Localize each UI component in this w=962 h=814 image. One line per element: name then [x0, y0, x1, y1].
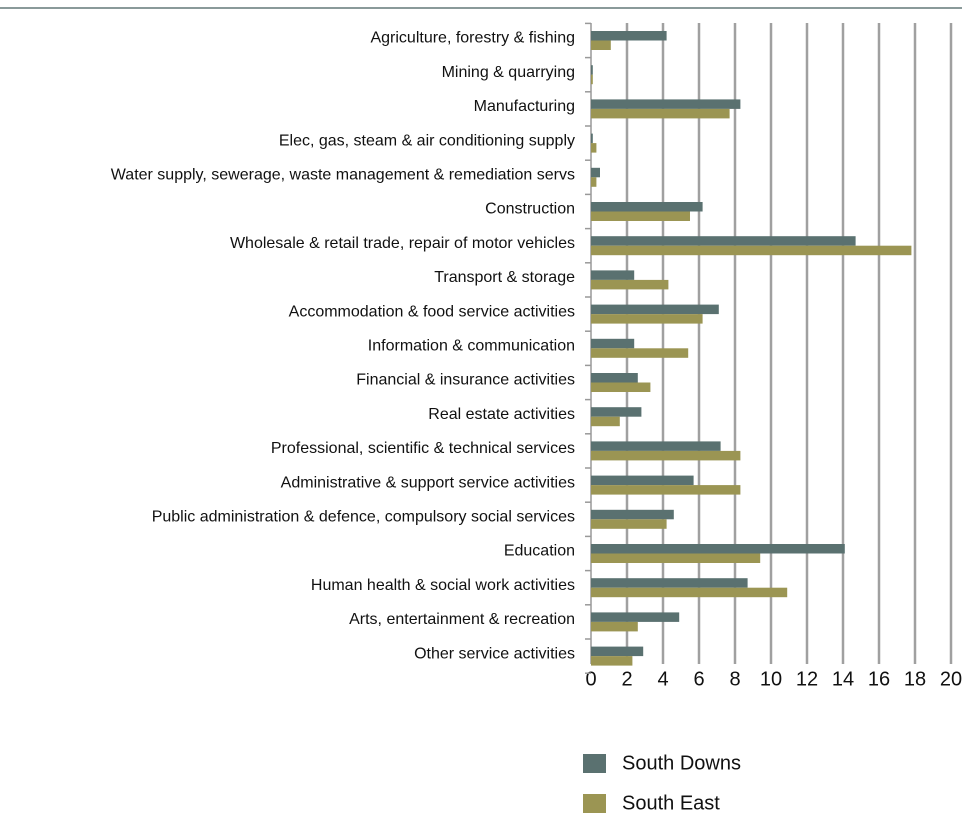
bar — [591, 143, 597, 153]
legend-swatch — [583, 794, 606, 813]
legend-label: South Downs — [622, 752, 741, 774]
category-label: Accommodation & food service activities — [289, 303, 575, 320]
category-label: Real estate activities — [428, 406, 575, 423]
bar — [591, 612, 680, 622]
category-label: Professional, scientific & technical ser… — [271, 440, 575, 457]
bar — [591, 99, 741, 109]
bar — [591, 373, 638, 383]
bar — [591, 338, 635, 349]
x-tick-label: 12 — [796, 668, 818, 690]
bar — [591, 544, 845, 554]
bar — [591, 314, 703, 324]
category-label: Wholesale & retail trade, repair of moto… — [230, 235, 575, 252]
bar — [591, 656, 633, 666]
bar — [591, 348, 689, 358]
category-label: Administrative & support service activit… — [281, 474, 575, 491]
x-tick-label: 2 — [621, 668, 632, 690]
bar — [591, 304, 719, 315]
bar — [591, 416, 620, 427]
bar — [591, 475, 694, 486]
bar — [591, 270, 635, 280]
bar — [591, 621, 638, 632]
bar — [591, 646, 644, 657]
bar — [591, 245, 912, 256]
legend-label: South East — [622, 792, 720, 814]
category-label: Human health & social work activities — [311, 577, 575, 594]
category-label: Education — [504, 543, 575, 560]
bar — [591, 133, 593, 144]
bar — [591, 509, 674, 520]
bar — [591, 177, 597, 187]
bar — [591, 553, 761, 563]
bar — [591, 519, 667, 529]
category-label: Mining & quarrying — [442, 64, 575, 81]
category-label: Construction — [485, 201, 575, 218]
bar — [591, 236, 856, 246]
bar — [591, 578, 748, 588]
category-label: Manufacturing — [474, 98, 575, 115]
bar — [591, 382, 651, 392]
bar — [591, 587, 788, 598]
category-label: Elec, gas, steam & air conditioning supp… — [279, 132, 575, 149]
bar — [591, 450, 741, 461]
bar — [591, 31, 667, 41]
bar — [591, 65, 593, 75]
bar — [591, 485, 741, 495]
x-tick-label: 8 — [729, 668, 740, 690]
category-label: Transport & storage — [434, 269, 575, 286]
category-label: Information & communication — [368, 338, 575, 355]
category-label: Water supply, sewerage, waste management… — [111, 167, 575, 184]
bar — [591, 74, 593, 85]
x-tick-label: 6 — [693, 668, 704, 690]
x-tick-label: 0 — [585, 668, 596, 690]
category-label: Other service activities — [414, 645, 575, 662]
category-label: Arts, entertainment & recreation — [349, 611, 575, 628]
bar — [591, 441, 721, 451]
x-tick-label: 10 — [760, 668, 782, 690]
bar — [591, 211, 690, 221]
x-tick-label: 4 — [657, 668, 668, 690]
bar — [591, 407, 642, 417]
x-tick-label: 14 — [832, 668, 854, 690]
bar — [591, 40, 611, 50]
bar — [591, 202, 703, 212]
x-tick-label: 16 — [868, 668, 890, 690]
x-tick-label: 20 — [940, 668, 962, 690]
bar — [591, 108, 730, 119]
category-label: Financial & insurance activities — [356, 372, 575, 389]
bar — [591, 279, 669, 290]
bar — [591, 167, 600, 178]
category-label: Agriculture, forestry & fishing — [370, 30, 575, 47]
category-label: Public administration & defence, compuls… — [152, 509, 575, 526]
legend-swatch — [583, 754, 606, 773]
x-tick-label: 18 — [904, 668, 926, 690]
